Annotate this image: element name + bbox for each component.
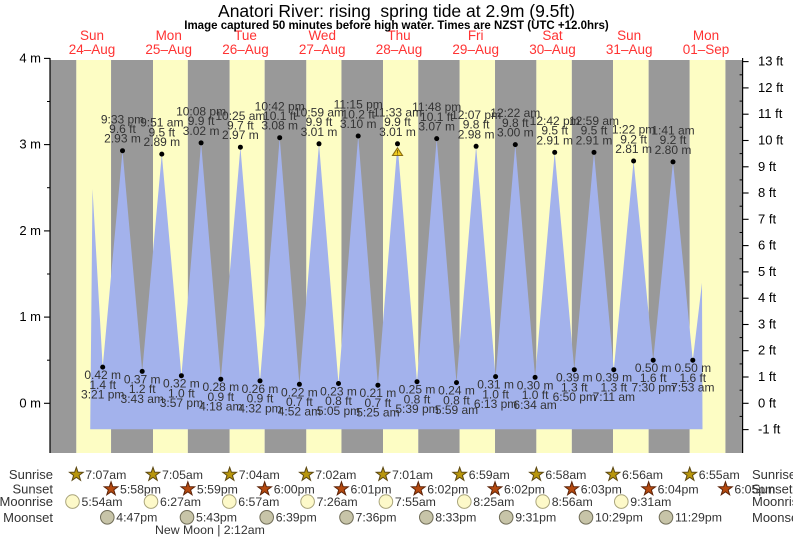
svg-text:5 ft: 5 ft [758, 264, 776, 279]
svg-text:2.97 m: 2.97 m [222, 128, 259, 142]
svg-text:13 ft: 13 ft [758, 54, 784, 69]
svg-text:5:39 pm: 5:39 pm [395, 402, 438, 416]
svg-text:3:21 pm: 3:21 pm [81, 388, 124, 402]
svg-text:6:13 pm: 6:13 pm [474, 397, 517, 411]
svg-text:01–Sep: 01–Sep [683, 42, 730, 57]
svg-text:0 m: 0 m [19, 395, 41, 410]
svg-text:6:58am: 6:58am [545, 468, 586, 482]
svg-text:4 ft: 4 ft [758, 290, 776, 305]
svg-text:0 ft: 0 ft [758, 395, 776, 410]
svg-text:3:43 am: 3:43 am [121, 392, 164, 406]
svg-text:8:33pm: 8:33pm [435, 511, 476, 525]
svg-text:4:47pm: 4:47pm [116, 511, 157, 525]
svg-text:11:29pm: 11:29pm [675, 511, 722, 525]
svg-text:4 m: 4 m [19, 50, 41, 65]
svg-text:2.98 m: 2.98 m [458, 127, 495, 141]
svg-text:3.08 m: 3.08 m [261, 119, 298, 133]
svg-text:3.01 m: 3.01 m [379, 125, 416, 139]
svg-text:3:57 pm: 3:57 pm [160, 396, 203, 410]
svg-text:8:56am: 8:56am [552, 495, 593, 509]
svg-text:2.80 m: 2.80 m [655, 143, 692, 157]
svg-text:2.89 m: 2.89 m [143, 135, 180, 149]
svg-text:9 ft: 9 ft [758, 159, 776, 174]
svg-text:6:59am: 6:59am [469, 468, 510, 482]
svg-text:New Moon | 2:12am: New Moon | 2:12am [155, 523, 265, 537]
svg-text:10 ft: 10 ft [758, 133, 784, 148]
svg-text:6:50 pm: 6:50 pm [553, 390, 596, 404]
svg-text:2.93 m: 2.93 m [104, 132, 141, 146]
svg-text:24–Aug: 24–Aug [69, 42, 116, 57]
svg-text:2.81 m: 2.81 m [615, 142, 652, 156]
svg-text:7:02am: 7:02am [315, 468, 356, 482]
svg-text:Moonset: Moonset [752, 510, 793, 525]
svg-text:7:26am: 7:26am [317, 495, 358, 509]
svg-text:7:30 pm: 7:30 pm [632, 381, 675, 395]
svg-text:2 m: 2 m [19, 223, 41, 238]
svg-text:6 ft: 6 ft [758, 238, 776, 253]
svg-text:12 ft: 12 ft [758, 80, 784, 95]
svg-text:6:55am: 6:55am [699, 468, 740, 482]
svg-text:7:07am: 7:07am [85, 468, 126, 482]
svg-text:5:58pm: 5:58pm [120, 482, 161, 496]
svg-text:9:31pm: 9:31pm [515, 511, 556, 525]
svg-text:3.10 m: 3.10 m [340, 117, 377, 131]
svg-text:10:29pm: 10:29pm [595, 511, 643, 525]
svg-text:Moonset: Moonset [3, 510, 53, 525]
svg-text:4:32 pm: 4:32 pm [238, 401, 281, 415]
svg-text:11 ft: 11 ft [758, 106, 783, 121]
svg-text:7:01am: 7:01am [392, 468, 433, 482]
svg-text:!: ! [396, 150, 398, 157]
svg-text:Sunrise: Sunrise [752, 467, 793, 482]
svg-text:8:25am: 8:25am [473, 495, 514, 509]
svg-text:7:05am: 7:05am [162, 468, 203, 482]
svg-text:1 ft: 1 ft [758, 369, 776, 384]
svg-text:1 m: 1 m [19, 309, 41, 324]
svg-text:26–Aug: 26–Aug [222, 42, 269, 57]
svg-text:7:04am: 7:04am [239, 468, 280, 482]
svg-text:7:11 am: 7:11 am [593, 390, 635, 404]
svg-text:27–Aug: 27–Aug [299, 42, 346, 57]
svg-text:29–Aug: 29–Aug [452, 42, 499, 57]
svg-text:6:34 am: 6:34 am [513, 398, 556, 412]
svg-text:Moonrise: Moonrise [0, 494, 53, 509]
svg-text:3.02 m: 3.02 m [183, 124, 220, 138]
svg-text:5:05 pm: 5:05 pm [317, 404, 360, 418]
svg-text:9:31am: 9:31am [630, 495, 671, 509]
svg-text:Moonrise: Moonrise [752, 494, 793, 509]
svg-text:30–Aug: 30–Aug [529, 42, 576, 57]
svg-text:5:54am: 5:54am [82, 495, 123, 509]
svg-text:7:53 am: 7:53 am [671, 381, 714, 395]
svg-text:6:57am: 6:57am [238, 495, 279, 509]
svg-text:6:39pm: 6:39pm [276, 511, 317, 525]
svg-text:3 ft: 3 ft [758, 317, 776, 332]
svg-text:3.07 m: 3.07 m [418, 120, 455, 134]
svg-text:3 m: 3 m [19, 137, 41, 152]
svg-text:2 ft: 2 ft [758, 343, 776, 358]
svg-text:Sunrise: Sunrise [9, 467, 53, 482]
svg-text:25–Aug: 25–Aug [145, 42, 192, 57]
svg-text:5:59pm: 5:59pm [197, 482, 238, 496]
svg-text:7:55am: 7:55am [395, 495, 436, 509]
svg-text:8 ft: 8 ft [758, 185, 776, 200]
svg-text:2.91 m: 2.91 m [536, 133, 573, 147]
svg-text:5:59 am: 5:59 am [435, 403, 478, 417]
svg-text:4:18 am: 4:18 am [199, 400, 242, 414]
svg-text:6:00pm: 6:00pm [274, 482, 315, 496]
svg-text:6:27am: 6:27am [160, 495, 201, 509]
svg-text:-1 ft: -1 ft [758, 422, 781, 437]
svg-text:3.01 m: 3.01 m [301, 125, 338, 139]
svg-text:31–Aug: 31–Aug [606, 42, 653, 57]
svg-text:4:52 am: 4:52 am [278, 405, 321, 419]
svg-text:3.00 m: 3.00 m [497, 126, 534, 140]
svg-text:6:56am: 6:56am [622, 468, 663, 482]
svg-text:28–Aug: 28–Aug [376, 42, 423, 57]
svg-text:5:25 am: 5:25 am [356, 406, 399, 420]
svg-text:6:05pm: 6:05pm [734, 482, 775, 496]
svg-text:7 ft: 7 ft [758, 211, 776, 226]
svg-text:2.91 m: 2.91 m [576, 133, 613, 147]
svg-text:7:36pm: 7:36pm [356, 511, 397, 525]
